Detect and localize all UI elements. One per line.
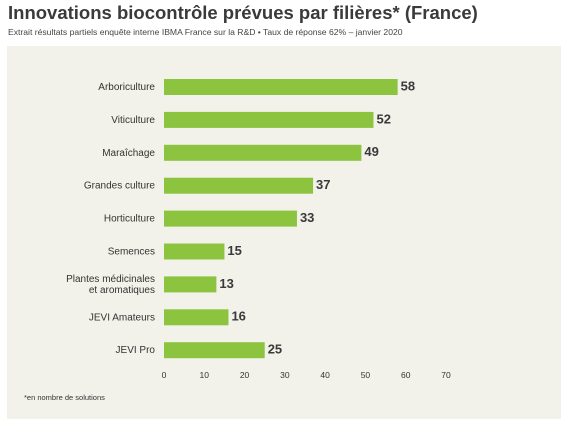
value-label: 37 xyxy=(316,177,330,192)
value-label: 13 xyxy=(219,276,233,291)
category-label: Maraîchage xyxy=(102,147,155,158)
category-label: Arboriculture xyxy=(98,82,155,93)
value-label: 33 xyxy=(300,210,314,225)
bar xyxy=(164,79,398,95)
category-label: JEVI Amateurs xyxy=(89,312,155,323)
x-tick-label: 10 xyxy=(200,370,210,380)
chart-panel xyxy=(7,46,561,419)
category-label: Plantes médicinales et aromatiques xyxy=(66,274,155,296)
category-label: Viticulture xyxy=(111,115,155,126)
chart-title: Innovations biocontrôle prévues par fili… xyxy=(8,2,478,23)
x-tick-label: 0 xyxy=(162,370,167,380)
value-label: 16 xyxy=(231,309,245,324)
x-tick-label: 30 xyxy=(280,370,290,380)
x-tick-label: 40 xyxy=(320,370,330,380)
category-label: Horticulture xyxy=(104,213,156,224)
bar xyxy=(164,309,229,326)
value-label: 58 xyxy=(401,78,415,93)
x-tick-label: 20 xyxy=(240,370,250,380)
bar xyxy=(164,243,225,260)
bar xyxy=(164,342,265,359)
chart-subtitle: Extrait résultats partiels enquête inter… xyxy=(8,27,403,37)
bar xyxy=(164,276,217,293)
value-label: 52 xyxy=(376,111,390,126)
bar xyxy=(164,177,314,194)
bar xyxy=(164,144,362,161)
value-label: 49 xyxy=(364,144,378,159)
category-label: Grandes culture xyxy=(84,180,156,191)
category-label: Semences xyxy=(108,246,155,257)
x-tick-label: 70 xyxy=(441,370,451,380)
chart-footnote: *en nombre de solutions xyxy=(24,393,105,402)
x-tick-label: 60 xyxy=(401,370,411,380)
bar xyxy=(164,210,297,227)
x-tick-label: 50 xyxy=(361,370,371,380)
value-label: 25 xyxy=(268,342,282,357)
bar xyxy=(164,111,374,128)
value-label: 15 xyxy=(227,243,241,258)
category-label: JEVI Pro xyxy=(116,345,156,356)
